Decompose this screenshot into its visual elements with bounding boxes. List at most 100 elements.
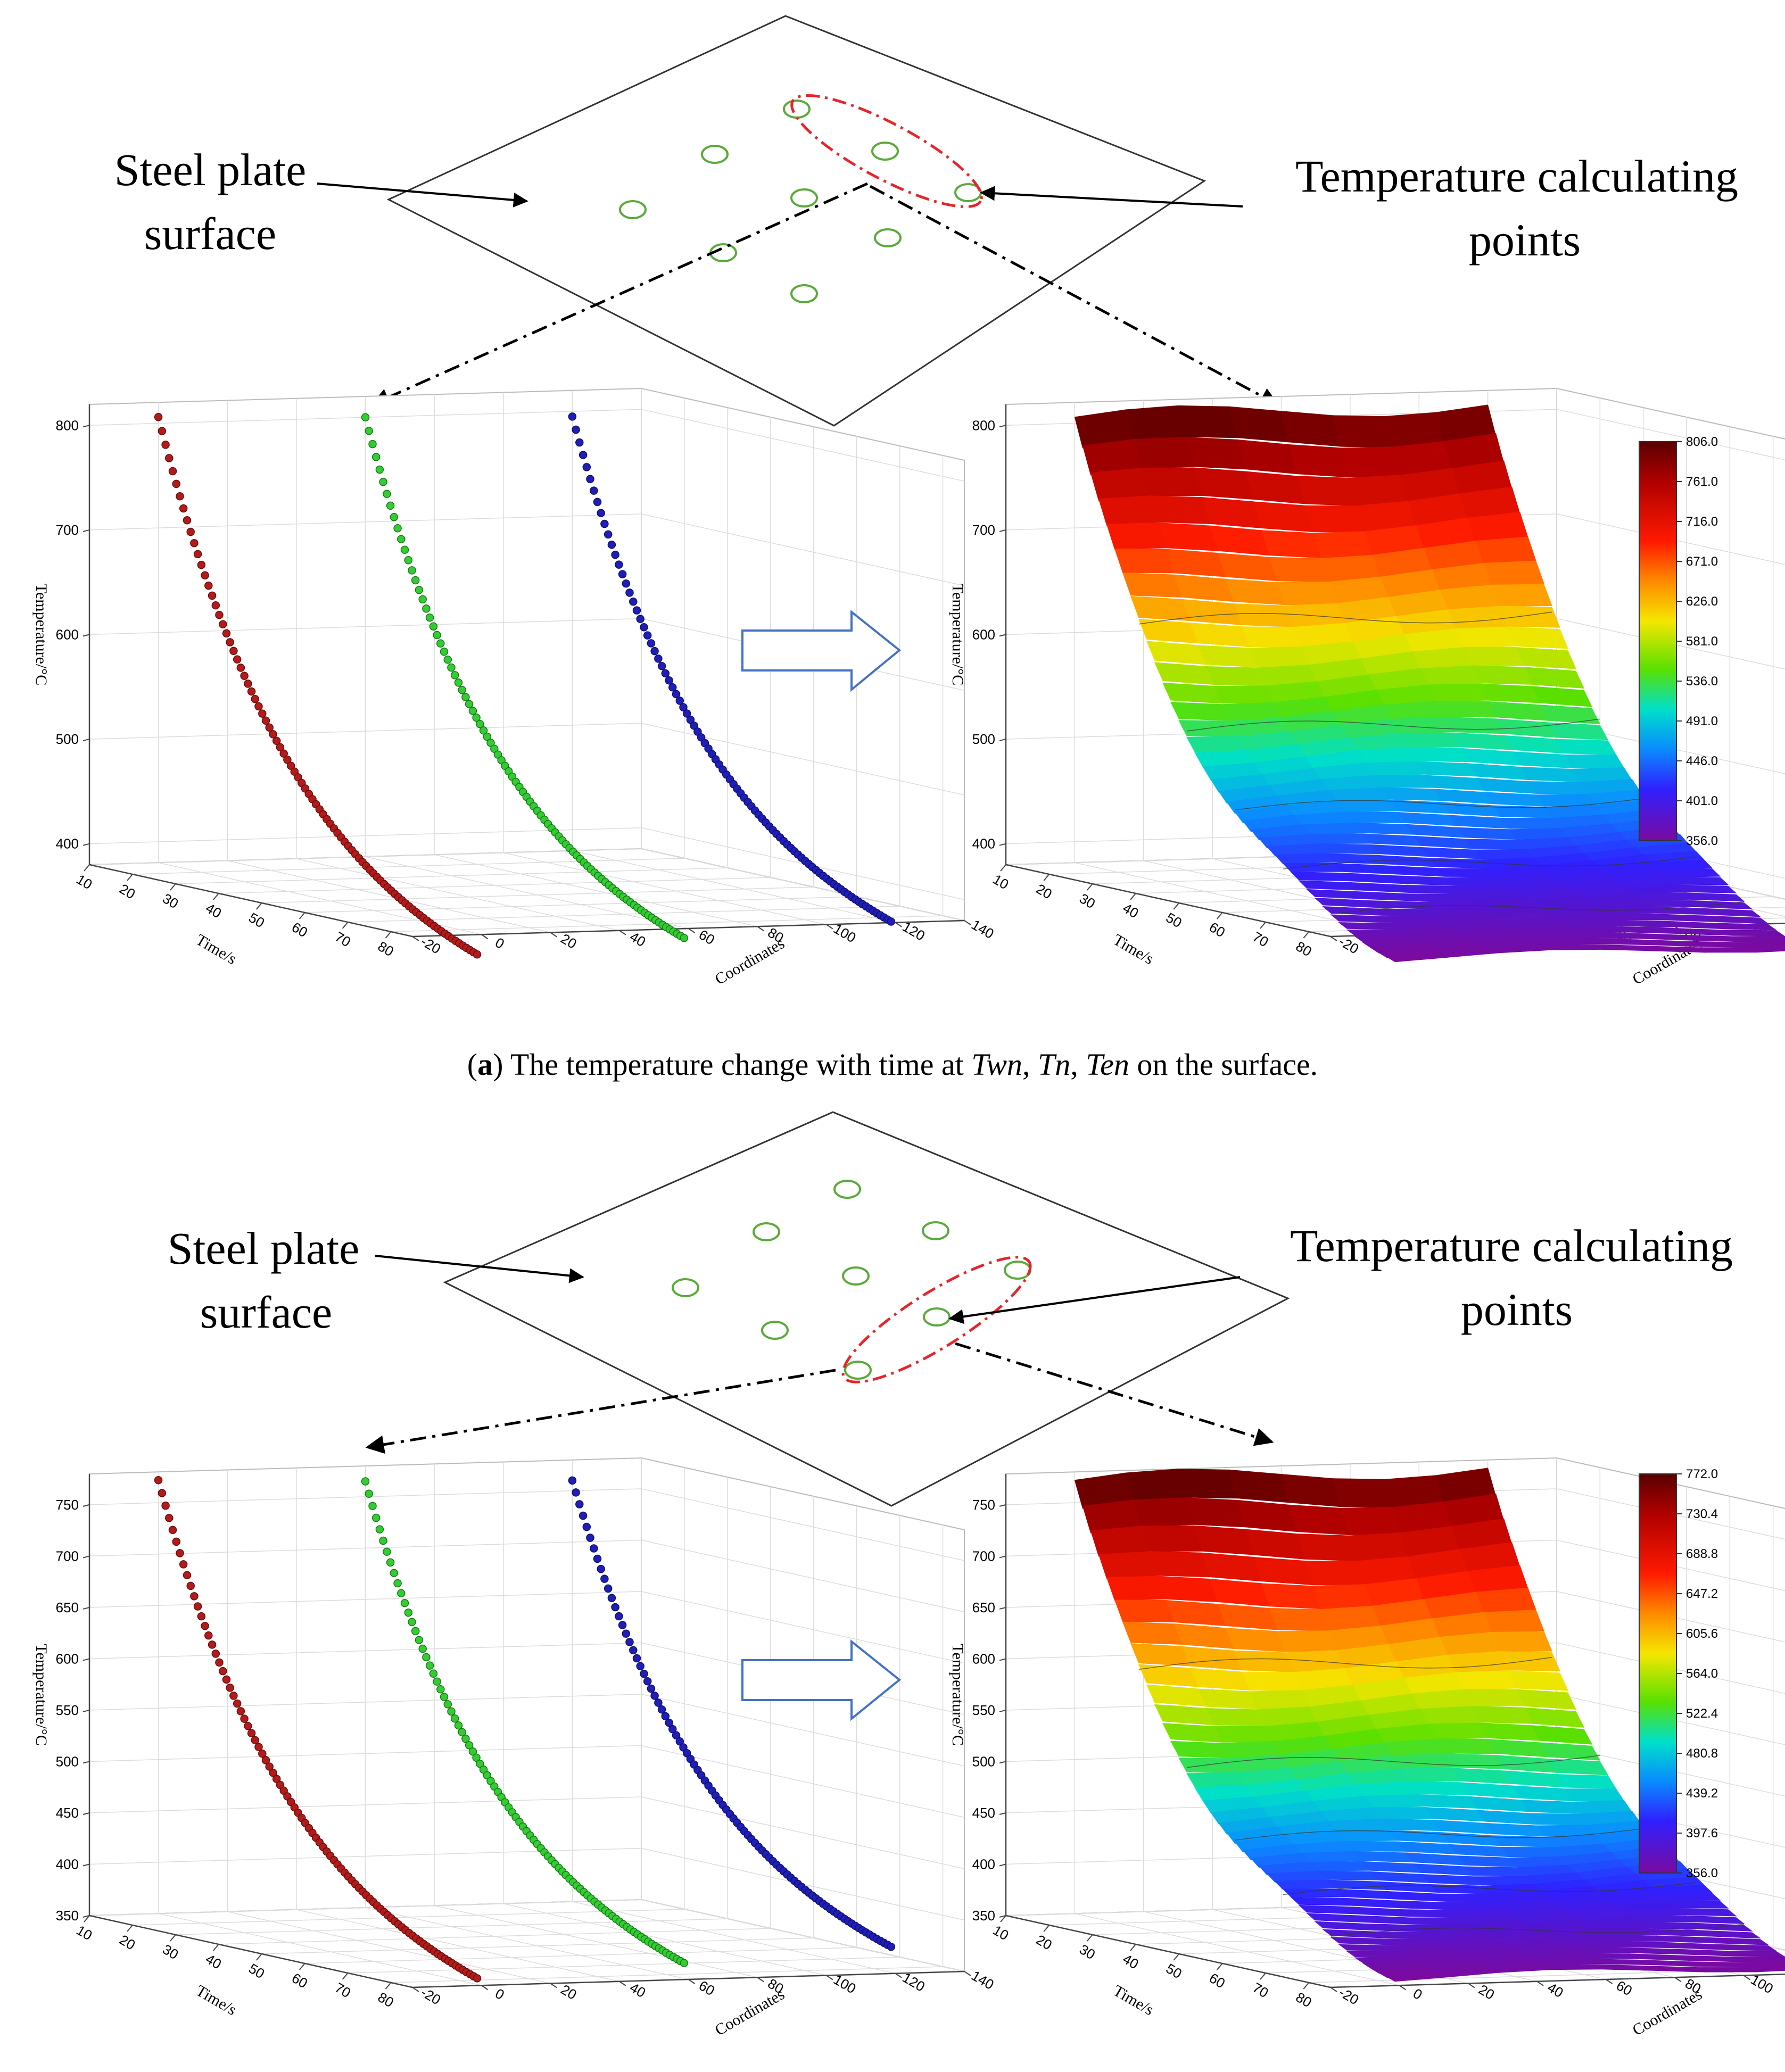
surface-patch	[1170, 702, 1231, 721]
data-point	[261, 716, 270, 725]
data-point	[622, 579, 631, 588]
colorbar-tick-label: 536.0	[1686, 674, 1718, 689]
y-tick-mark	[1399, 1985, 1406, 1991]
contour-line	[1331, 901, 1745, 915]
data-point	[454, 1721, 463, 1730]
z-tick-mark	[82, 1658, 90, 1661]
x-tick-label: 40	[203, 1951, 224, 1972]
data-point	[680, 934, 689, 942]
data-point	[226, 1684, 234, 1692]
data-point	[165, 454, 173, 462]
z-axis-label: Temperature/°C	[32, 584, 50, 685]
z-tick-label: 750	[56, 1497, 79, 1513]
x-tick-mark	[1216, 912, 1223, 919]
y-gridline	[365, 396, 689, 929]
data-point	[193, 550, 202, 559]
contour-line	[1186, 718, 1600, 732]
y-tick-label: 0	[492, 934, 507, 952]
z-tick-label: 500	[972, 731, 995, 747]
time-axis-line	[89, 864, 413, 938]
surface-patch	[1186, 1772, 1247, 1787]
x-tick-mark	[84, 864, 90, 872]
surface-patch	[1313, 1584, 1374, 1610]
data-point	[197, 560, 206, 569]
data-point	[418, 1644, 427, 1653]
surface-patch	[1533, 1959, 1595, 1966]
data-point	[375, 1525, 384, 1534]
surface-patch	[1409, 893, 1471, 902]
surface-patch	[1556, 739, 1617, 755]
surface-patch	[1150, 1551, 1211, 1578]
surface-patch	[1134, 437, 1195, 469]
surface-patch	[1282, 863, 1343, 872]
surface-patch	[1508, 626, 1568, 649]
surface-patch	[1313, 531, 1374, 559]
data-point	[887, 917, 896, 926]
surface-patch	[1480, 1722, 1541, 1741]
data-point	[486, 739, 495, 747]
surface-patch	[1484, 560, 1544, 586]
data-point	[458, 1728, 466, 1737]
surface-patch	[1516, 647, 1576, 669]
data-point	[161, 441, 170, 449]
data-point	[668, 683, 677, 692]
x-tick-mark	[299, 912, 305, 919]
data-point	[404, 1608, 413, 1617]
data-point	[454, 678, 463, 687]
z-tick-mark	[999, 1812, 1006, 1815]
colorbar: 772.0 730.4 688.8 647.2 605.6 564.0 522.4 480.8…	[1639, 1467, 1718, 1880]
data-point	[582, 1522, 591, 1531]
data-point	[190, 1592, 199, 1601]
dashdot-arrow-right-a	[869, 185, 1279, 406]
surface-patch	[1548, 722, 1609, 741]
z-tick-mark	[999, 425, 1006, 428]
data-point	[254, 1743, 263, 1751]
data-point	[244, 1722, 252, 1730]
surface-patch	[1723, 1950, 1785, 1957]
z-tick-mark	[82, 1761, 90, 1764]
surface-patch	[1500, 1651, 1560, 1672]
z-tick-mark	[999, 529, 1006, 532]
data-point	[258, 709, 267, 718]
data-point	[440, 647, 449, 656]
data-point	[425, 613, 434, 622]
surface-patch	[1106, 1576, 1167, 1601]
data-point	[272, 1775, 281, 1783]
surface-patch	[1484, 1610, 1544, 1634]
surface-patch	[1234, 603, 1294, 627]
surface-patch	[1225, 578, 1286, 606]
data-point	[165, 1514, 173, 1522]
surface-patch	[1234, 1650, 1294, 1672]
y-tick-mark	[550, 1983, 557, 1988]
z-tick-mark	[999, 1915, 1006, 1918]
x-tick-label: 10	[73, 871, 95, 892]
surface-patch	[1541, 1964, 1603, 1970]
surface-patch	[1532, 686, 1593, 707]
data-point	[436, 1685, 445, 1694]
surface-patch	[1261, 1583, 1322, 1610]
surface-patch	[1209, 525, 1270, 556]
surface-patch	[1516, 1689, 1576, 1710]
surface-patch	[1500, 817, 1561, 829]
x-tick-mark	[1216, 1963, 1223, 1970]
surface-patch	[1229, 1469, 1290, 1503]
data-point	[618, 1621, 627, 1629]
x-tick-mark	[255, 1953, 262, 1961]
contour-line	[1235, 1827, 1648, 1841]
surface-patch	[1707, 1937, 1770, 1945]
temperature-surface	[1074, 404, 1785, 963]
data-point	[183, 1571, 192, 1580]
data-point	[286, 761, 295, 770]
data-point	[183, 516, 192, 525]
z-tick-mark	[82, 1915, 90, 1918]
x-tick-mark	[127, 874, 133, 881]
calc-point	[790, 188, 818, 208]
x-tick-mark	[170, 1934, 176, 1942]
data-point	[579, 1511, 588, 1520]
x-tick-mark	[127, 1925, 133, 1932]
surface-patch	[1651, 859, 1713, 871]
surface-patch	[1206, 1708, 1267, 1727]
surface-patch	[1444, 1753, 1506, 1770]
x-tick-mark	[1130, 1944, 1136, 1951]
